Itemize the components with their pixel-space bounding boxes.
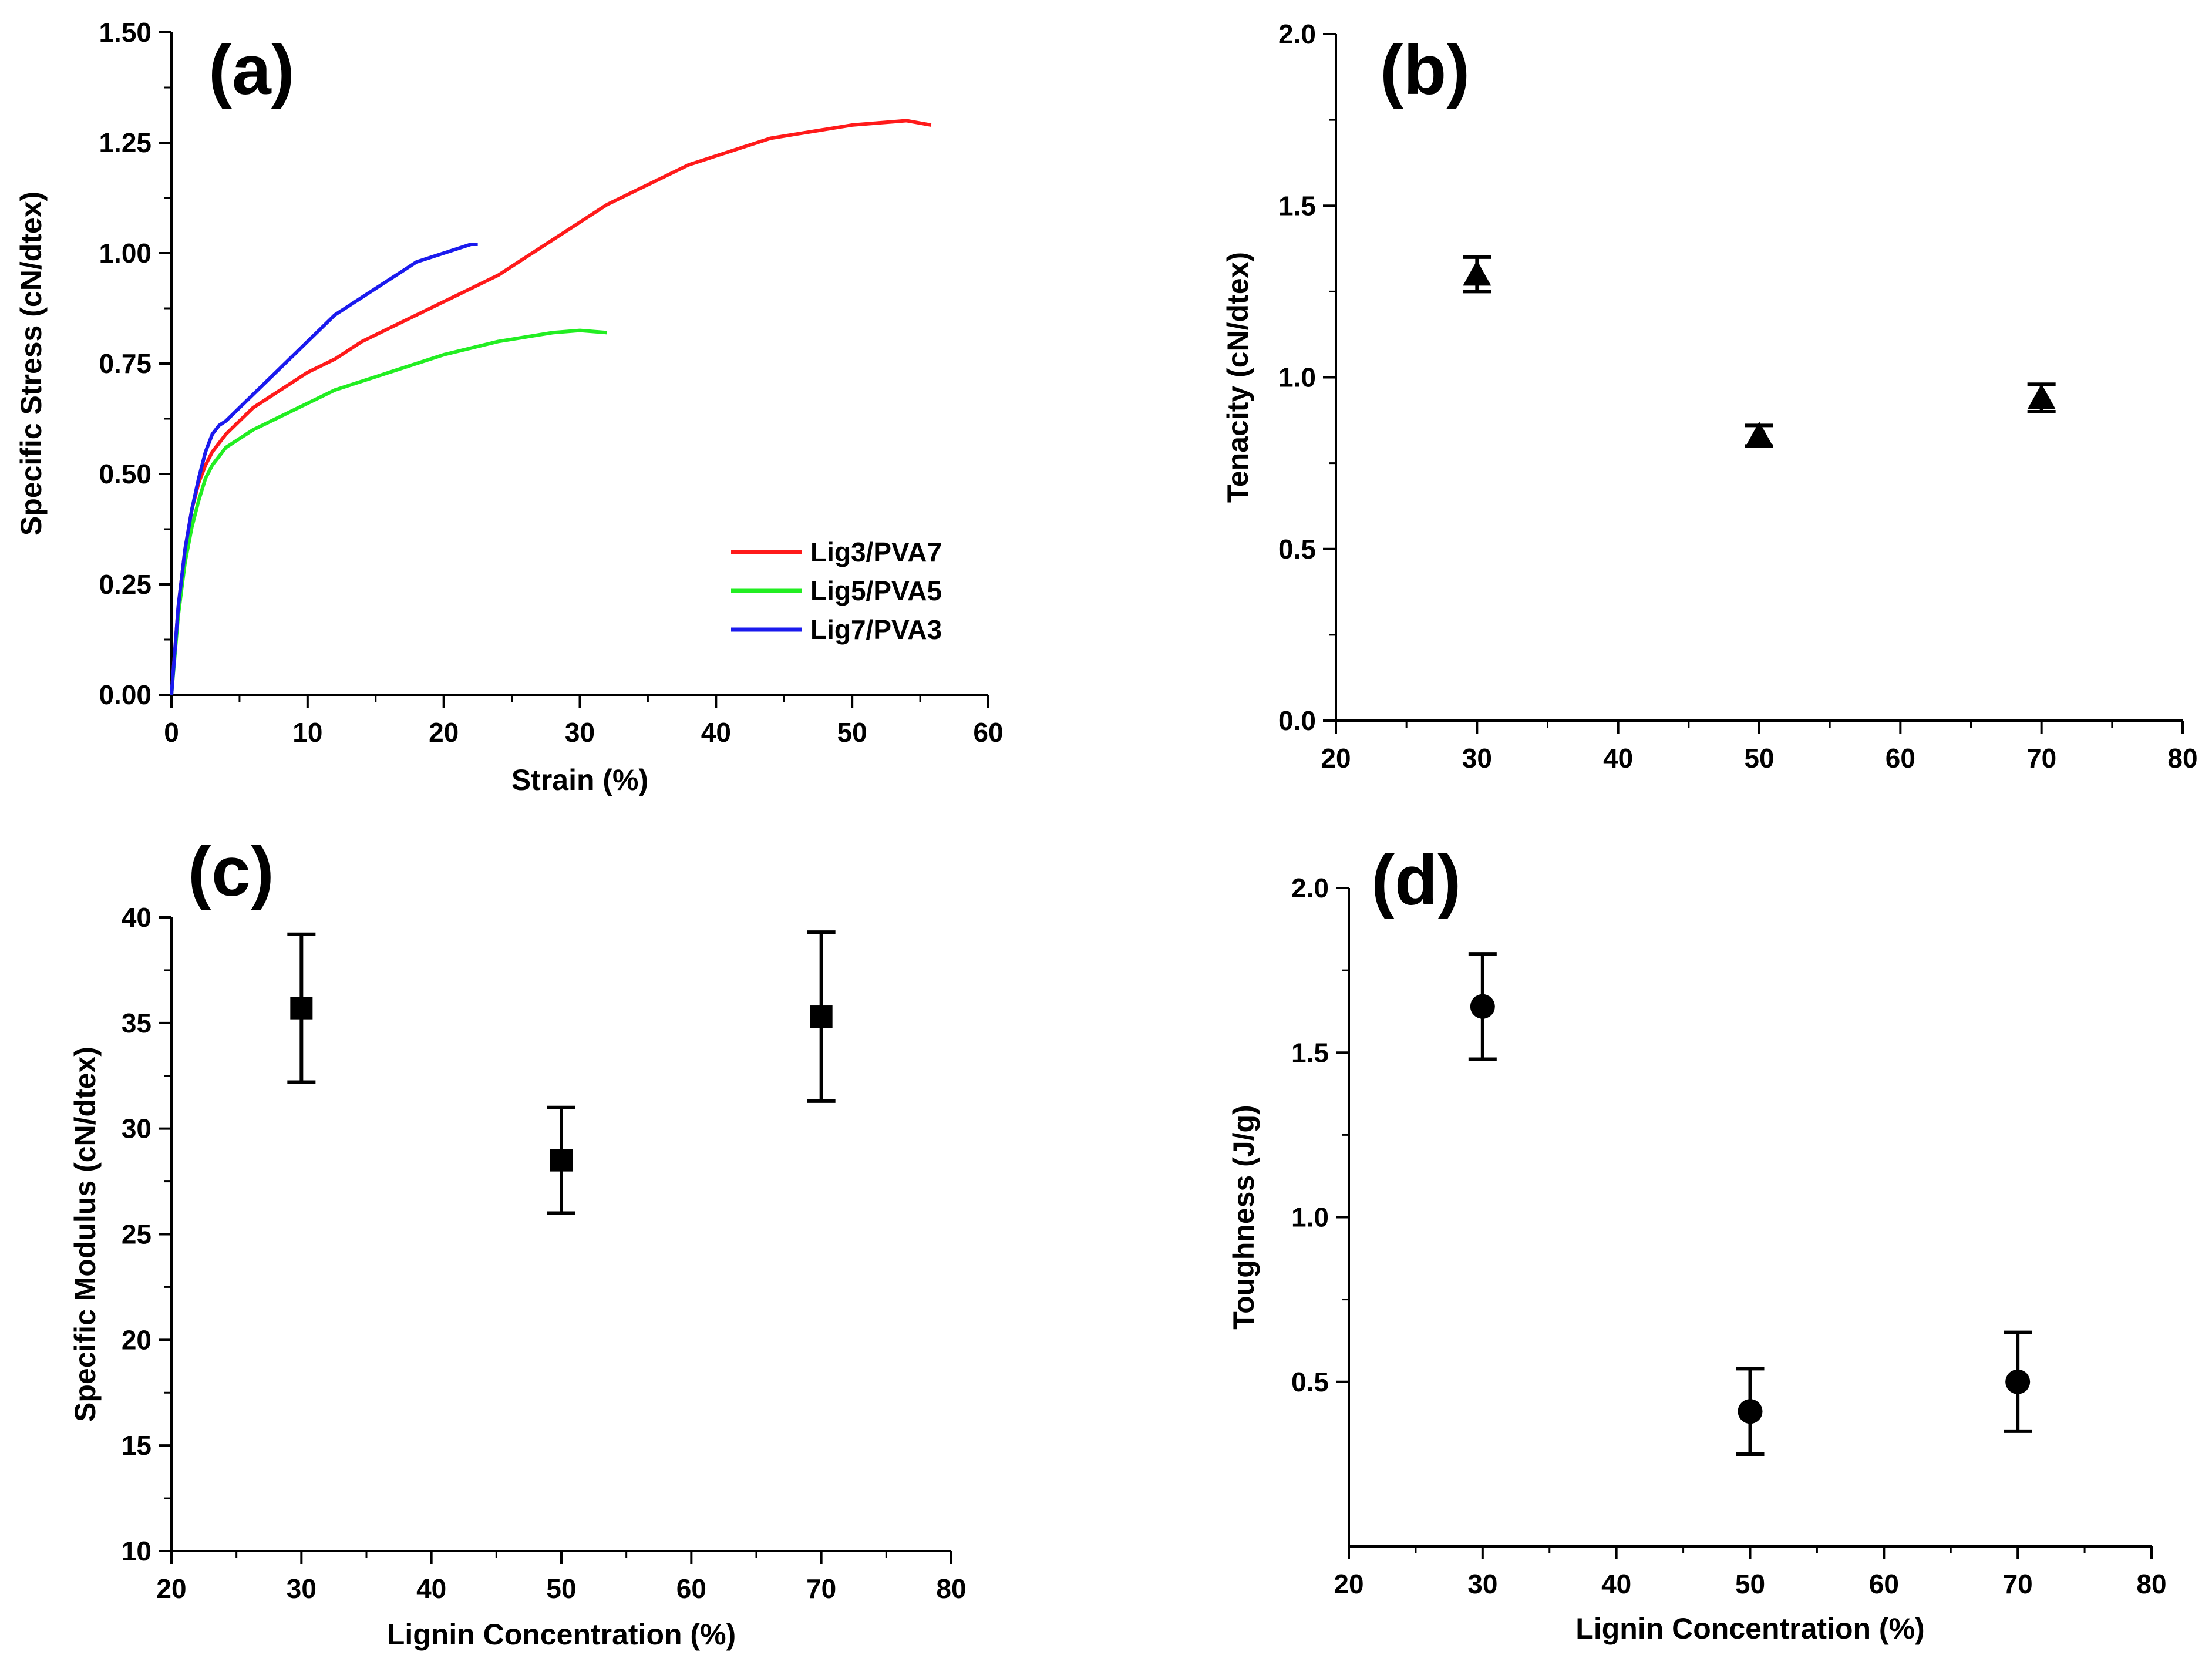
x-tick-label: 80 xyxy=(2136,1569,2166,1599)
x-tick-label: 30 xyxy=(1467,1569,1497,1599)
y-axis-title: Tenacity (cN/dtex) xyxy=(1221,252,1254,503)
panel-c: 20 30 40 50 60 70 80 10 15 20 25 30 35 40 Lignin Conce… xyxy=(69,832,967,1651)
y-tick-label: 1.5 xyxy=(1291,1037,1329,1068)
x-axis-title: Lignin Concentration (%) xyxy=(1575,1612,1924,1645)
x-tick-label: 30 xyxy=(287,1573,317,1604)
y-tick-label: 40 xyxy=(122,902,151,933)
x-tick-label: 60 xyxy=(1886,743,1915,773)
x-tick-label: 50 xyxy=(1744,743,1774,773)
x-tick-label: 0 xyxy=(164,717,179,748)
x-axis-title: Lignin Concentration (%) xyxy=(387,1618,736,1651)
panel-b: 20 30 40 50 60 70 80 0.0 0.5 1.0 1.5 2.0 Tenacity (c… xyxy=(1221,19,2198,773)
legend-label: Lig5/PVA5 xyxy=(810,576,942,606)
y-tick-label: 0.5 xyxy=(1291,1367,1329,1397)
series-line-lig5-pva5 xyxy=(170,328,608,695)
x-tick-label: 60 xyxy=(973,717,1003,748)
data-point-triangle xyxy=(1463,260,1491,286)
x-tick-label: 60 xyxy=(676,1573,706,1604)
x-tick-label: 20 xyxy=(156,1573,186,1604)
legend-label: Lig7/PVA3 xyxy=(810,614,942,645)
x-tick-label: 50 xyxy=(837,717,867,748)
data-point-triangle xyxy=(2027,384,2056,409)
x-tick-label: 30 xyxy=(565,717,595,748)
y-tick-label: 30 xyxy=(122,1114,151,1144)
x-tick-label: 70 xyxy=(2003,1569,2033,1599)
y-tick-label: 1.0 xyxy=(1291,1202,1329,1233)
panel-label: (a) xyxy=(208,31,295,109)
y-tick-label: 0.5 xyxy=(1278,534,1316,564)
data-point-circle xyxy=(1470,994,1495,1019)
y-axis-title: Specific Stress (cN/dtex) xyxy=(15,191,48,536)
y-tick-label: 1.5 xyxy=(1278,190,1316,221)
data-point-circle xyxy=(2005,1369,2031,1394)
y-tick-label: 0.25 xyxy=(99,569,151,600)
y-tick-label: 0.50 xyxy=(99,459,151,489)
panel-label: (d) xyxy=(1371,841,1461,920)
panel-d: 20 30 40 50 60 70 80 0.5 1.0 1.5 2.0 Lignin Concent… xyxy=(1227,841,2167,1645)
x-tick-label: 60 xyxy=(1869,1569,1899,1599)
y-tick-label: 1.00 xyxy=(99,238,151,268)
y-tick-label: 2.0 xyxy=(1291,873,1329,903)
data-point-square xyxy=(550,1149,573,1172)
y-tick-label: 1.25 xyxy=(99,127,151,158)
legend-label: Lig3/PVA7 xyxy=(810,537,942,567)
series-line-lig3-pva7 xyxy=(170,119,932,695)
data-point-triangle xyxy=(1745,421,1773,448)
data-point-square xyxy=(810,1005,833,1028)
panel-a: 0 10 20 30 40 50 60 0.00 0.25 0.50 0.75 1.00 1.25 1.5… xyxy=(15,17,1004,796)
y-tick-label: 15 xyxy=(122,1430,151,1461)
y-tick-label: 25 xyxy=(122,1219,151,1250)
x-tick-label: 40 xyxy=(1601,1569,1631,1599)
x-tick-label: 70 xyxy=(806,1573,836,1604)
x-tick-label: 70 xyxy=(2026,743,2056,773)
y-tick-label: 0.0 xyxy=(1278,705,1316,736)
data-point-square xyxy=(290,997,313,1020)
y-tick-label: 1.0 xyxy=(1278,362,1316,393)
x-tick-label: 40 xyxy=(1603,743,1633,773)
x-tick-label: 20 xyxy=(1334,1569,1363,1599)
x-tick-label: 20 xyxy=(1321,743,1351,773)
x-tick-label: 80 xyxy=(936,1573,966,1604)
y-tick-label: 20 xyxy=(122,1324,151,1355)
x-tick-label: 50 xyxy=(1735,1569,1765,1599)
x-tick-label: 20 xyxy=(429,717,459,748)
x-tick-label: 10 xyxy=(292,717,322,748)
x-tick-label: 50 xyxy=(546,1573,576,1604)
x-tick-label: 40 xyxy=(416,1573,446,1604)
y-tick-label: 2.0 xyxy=(1278,19,1316,49)
x-tick-label: 30 xyxy=(1462,743,1492,773)
y-tick-label: 0.75 xyxy=(99,348,151,379)
panel-label: (c) xyxy=(188,832,274,911)
y-tick-label: 0.00 xyxy=(99,680,151,710)
x-tick-label: 80 xyxy=(2167,743,2197,773)
x-axis-title: Strain (%) xyxy=(511,763,648,796)
y-tick-label: 10 xyxy=(122,1536,151,1566)
panel-label: (b) xyxy=(1380,31,1470,109)
y-tick-label: 35 xyxy=(122,1008,151,1038)
y-axis-title: Toughness (J/g) xyxy=(1227,1105,1260,1329)
y-axis-title: Specific Modulus (cN/dtex) xyxy=(69,1047,102,1422)
x-tick-label: 40 xyxy=(701,717,731,748)
y-tick-label: 1.50 xyxy=(99,17,151,48)
data-point-circle xyxy=(1738,1399,1763,1424)
series-line-lig7-pva3 xyxy=(170,242,478,695)
